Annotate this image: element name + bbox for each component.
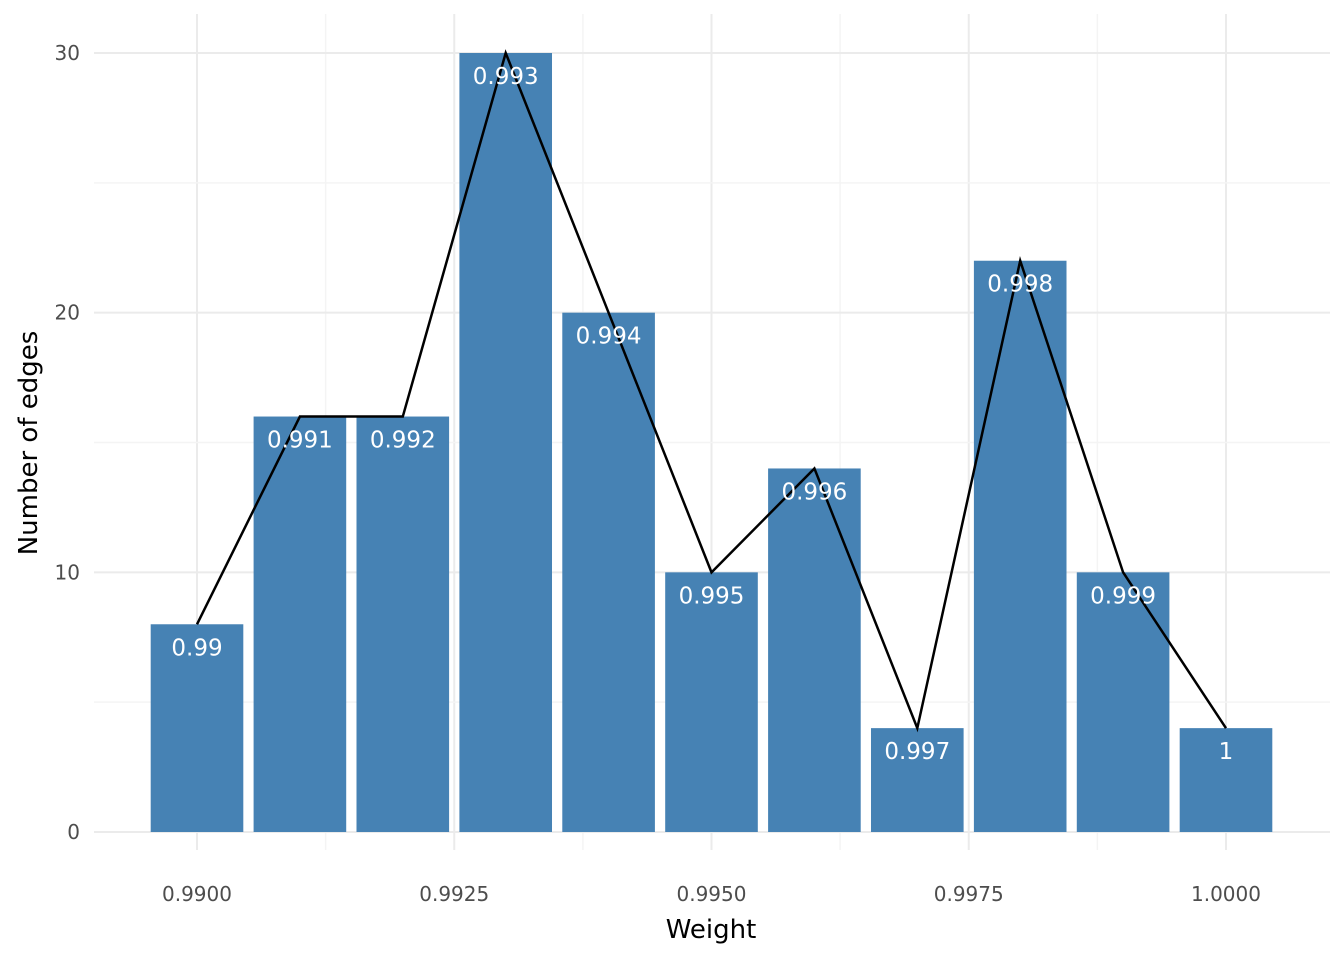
bar [1179, 728, 1273, 832]
y-tick-label: 20 [55, 301, 80, 325]
y-axis-title: Number of edges [14, 331, 44, 556]
trend-line [195, 49, 1228, 733]
x-tick-label: 0.9925 [419, 882, 489, 906]
bar-label: 0.99 [171, 635, 222, 661]
x-tick-label: 0.9900 [162, 882, 232, 906]
y-axis-ticks: 0 10 20 30 [55, 41, 80, 844]
bar-label: 0.996 [781, 479, 847, 505]
bar [768, 468, 861, 832]
x-tick-label: 0.9975 [934, 882, 1004, 906]
bar-label: 0.992 [370, 428, 436, 454]
bar-label: 0.993 [473, 64, 539, 90]
bar [665, 572, 758, 832]
x-tick-label: 1.0000 [1191, 882, 1261, 906]
bar [150, 624, 244, 832]
bar-label: 0.997 [884, 739, 950, 765]
bars [150, 53, 1273, 833]
bar [1076, 572, 1170, 832]
bar-label: 0.995 [679, 583, 745, 609]
y-tick-label: 10 [55, 560, 80, 584]
bar [870, 728, 964, 832]
x-tick-label: 0.9950 [677, 882, 747, 906]
bar-label: 0.994 [576, 324, 642, 350]
x-axis-ticks: 0.9900 0.9925 0.9950 0.9975 1.0000 [162, 882, 1261, 906]
y-tick-label: 0 [67, 820, 80, 844]
bar-label: 1 [1219, 739, 1234, 765]
x-axis-title: Weight [666, 915, 757, 945]
bar [562, 312, 655, 833]
bar-labels: 0.99 0.991 0.992 0.993 0.994 0.995 0.996 0.997 0… [171, 64, 1233, 765]
trend-line-layer [195, 49, 1228, 733]
bar-label: 0.998 [987, 272, 1053, 298]
bar-label: 0.991 [267, 428, 333, 454]
bar-label: 0.999 [1090, 583, 1156, 609]
bar [973, 260, 1067, 832]
bar [253, 416, 347, 832]
y-tick-label: 30 [55, 41, 80, 65]
bar [459, 53, 553, 832]
bar [356, 416, 450, 832]
